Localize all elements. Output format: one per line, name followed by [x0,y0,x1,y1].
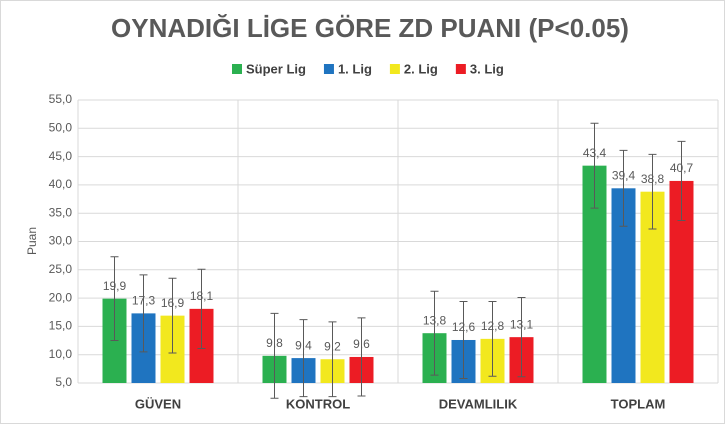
error-bar [488,300,497,377]
y-tick-label: 25,0 [49,262,73,276]
legend-label: 1. Lig [338,61,372,76]
y-tick-label: 50,0 [49,120,73,134]
error-bar [590,122,599,209]
error-bar [197,268,206,349]
y-tick-label: 10,0 [49,347,73,361]
legend-label: Süper Lig [246,61,306,76]
y-tick-label: 30,0 [49,234,73,248]
error-bar [139,274,148,353]
y-tick-label: 35,0 [49,205,73,219]
x-tick-label: KONTROL [286,396,350,411]
error-bar [328,321,337,398]
error-bar [168,277,177,354]
legend-swatch [232,64,242,74]
x-tick-label: TOPLAM [611,396,666,411]
x-tick-label: DEVAMLILIK [439,396,518,411]
chart-title: OYNADIĞI LİGE GÖRE ZD PUANI (P<0.05) [111,13,629,43]
y-tick-label: 40,0 [49,177,73,191]
error-bar [677,140,686,222]
error-bar [110,256,119,342]
y-tick-label: 20,0 [49,290,73,304]
legend-swatch [455,64,466,74]
error-bar [619,149,628,227]
y-tick-label: 45,0 [49,149,73,163]
error-bar [270,312,279,399]
error-bar [430,290,439,376]
error-bar [648,153,657,230]
y-axis-label: Puan [25,227,39,255]
x-tick-label: GÜVEN [135,396,181,411]
error-bar [459,300,468,379]
error-bar [299,319,308,398]
legend-swatch [389,64,400,74]
error-bar [357,317,366,397]
y-tick-label: 55,0 [49,92,73,106]
error-bar [517,297,526,378]
y-tick-label: 15,0 [49,319,73,333]
legend-swatch [323,64,334,74]
legend-label: 3. Lig [470,61,504,76]
legend-label: 2. Lig [404,61,438,76]
y-tick-label: 5,0 [55,375,72,389]
